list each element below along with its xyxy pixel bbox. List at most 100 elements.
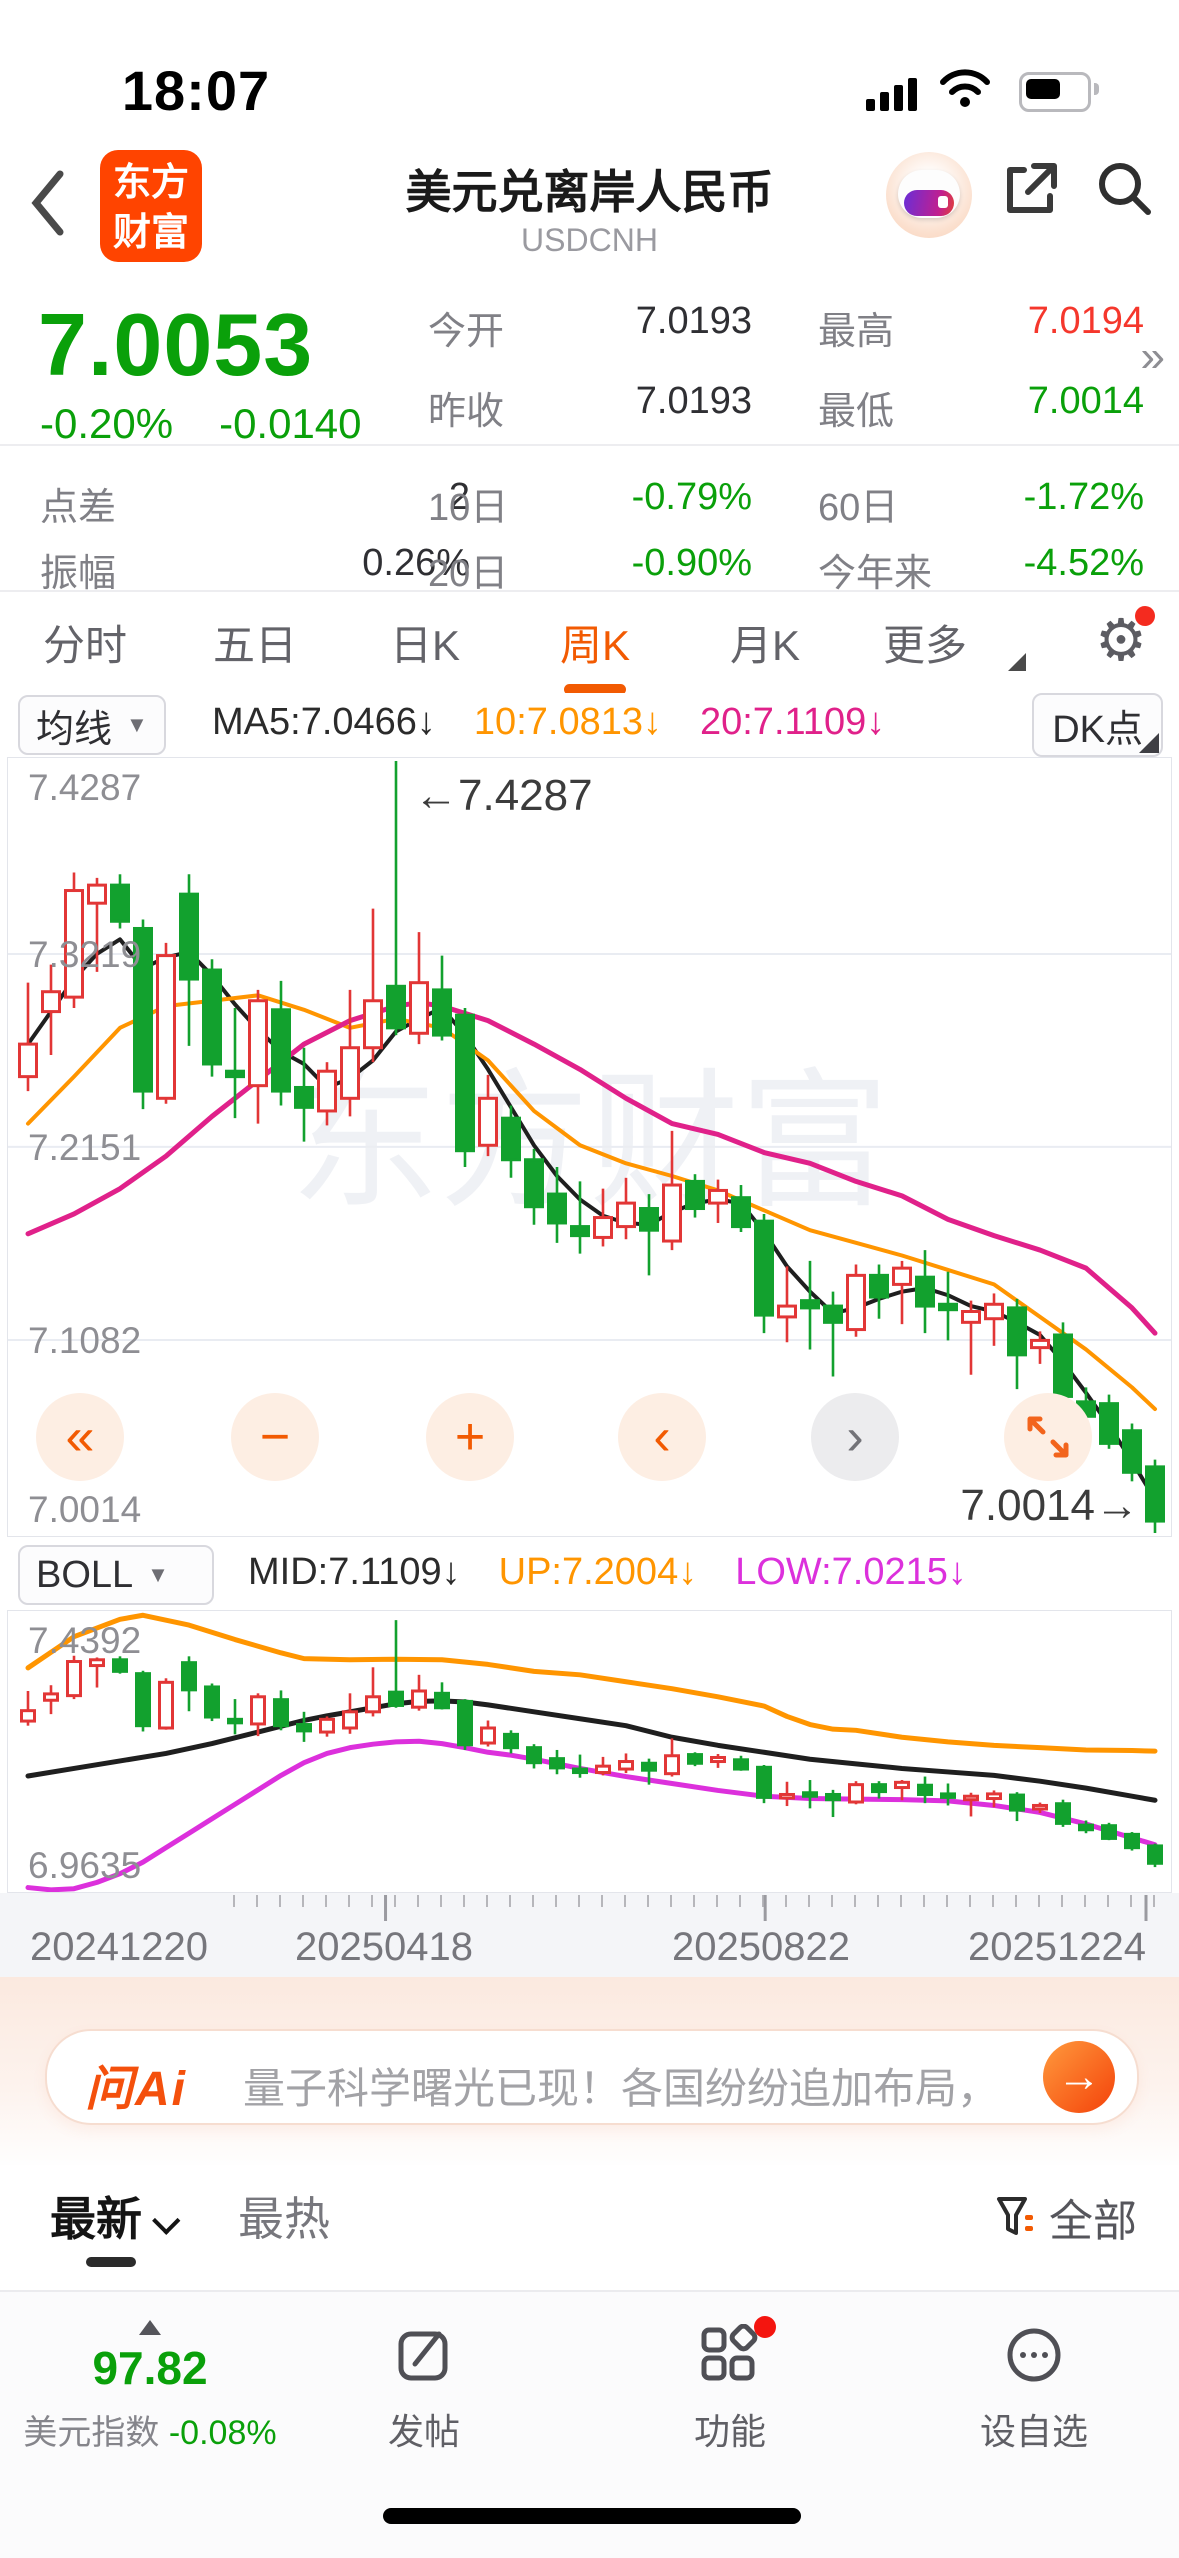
nav-item-add-watchlist[interactable]: 设自选 [934, 2324, 1134, 2455]
search-icon[interactable] [1094, 158, 1156, 225]
header: 东方 财富 美元兑离岸人民币 USDCNH [0, 130, 1179, 288]
nav-item-post[interactable]: 发帖 [324, 2324, 524, 2455]
notification-dot [1135, 606, 1155, 626]
chevron-down-icon: ▼ [147, 1562, 169, 1587]
tab-5day[interactable]: 五日 [212, 621, 297, 669]
divider [0, 590, 1179, 592]
page-title: 美元兑离岸人民币 [405, 166, 774, 218]
svg-text:6.9635: 6.9635 [28, 1845, 141, 1886]
ai-banner-text: 量子科学曙光已现！各国纷纷追加布局，… [243, 2065, 997, 2112]
change-absolute: -0.0140 [219, 400, 362, 447]
ma5-value: MA5:7.0466↓ [212, 701, 436, 743]
news-active-underline [86, 2257, 136, 2267]
svg-text:7.2151: 7.2151 [28, 1127, 141, 1168]
ai-assistant-avatar[interactable] [886, 152, 972, 238]
change-percent: -0.20% [40, 400, 174, 447]
clock: 18:07 [121, 59, 271, 122]
last-price: 7.0053 [38, 295, 314, 394]
fast-rewind-button[interactable]: « [36, 1393, 124, 1481]
tab-latest[interactable]: 最新 [50, 2183, 181, 2249]
main-kline-chart[interactable]: 东方财富 7.4287 7.3219 7.2151 7.1082 7.0014 ←7.428… [7, 757, 1172, 1537]
home-indicator[interactable] [383, 2508, 801, 2524]
x-axis: 20241220 20250418 20250822 20251224 [0, 1893, 1179, 1977]
axis-ticks [233, 1895, 1155, 1921]
svg-text:7.3219: 7.3219 [28, 934, 141, 975]
svg-text:←7.4287: ←7.4287 [414, 771, 593, 820]
back-button[interactable] [26, 168, 70, 243]
field-label: 今开 [428, 311, 505, 353]
dk-corner-triangle [1139, 733, 1159, 753]
boll-subchart[interactable]: 7.4392 6.9635 [7, 1610, 1172, 1893]
share-icon[interactable] [1000, 158, 1062, 225]
field-label: 最高 [818, 311, 895, 353]
candlestick-chart-svg: 东方财富 7.4287 7.3219 7.2151 7.1082 7.0014 ←7.428… [8, 761, 1171, 1533]
signal-icon [866, 78, 917, 111]
ai-arrow-button[interactable]: → [1043, 2041, 1115, 2113]
field-value: 7.0193 [635, 300, 752, 342]
svg-text:东方财富: 东方财富 [289, 1058, 889, 1226]
tab-fenshi[interactable]: 分时 [42, 621, 127, 669]
dk-point-button[interactable]: DK点 [1032, 693, 1163, 757]
symbol-code: USDCNH [521, 222, 658, 258]
filter-control[interactable]: 全部 [995, 2185, 1137, 2249]
more-corner-triangle [1008, 652, 1026, 671]
expand-arrows-icon [1027, 1416, 1069, 1458]
funnel-icon [997, 2197, 1033, 2235]
svg-text:7.0014: 7.0014 [28, 1489, 141, 1530]
boll-chart-svg: 7.4392 6.9635 [20, 1612, 1163, 1893]
ma20-value: 20:7.1109↓ [699, 701, 886, 743]
usd-index-label: 美元指数 [23, 2414, 160, 2452]
boll-up-value: UP:7.2004↓ [498, 1551, 698, 1593]
tab-more[interactable]: 更多 [850, 612, 1026, 673]
fullscreen-button[interactable] [1004, 1393, 1092, 1481]
pan-right-button[interactable]: › [811, 1393, 899, 1481]
divider [0, 444, 1179, 446]
x-label: 20251224 [968, 1925, 1146, 1969]
triangle-up-icon [139, 2320, 161, 2335]
news-tab-bar: 最新 最热 全部 [0, 2165, 1179, 2290]
svg-text:7.4392: 7.4392 [28, 1620, 141, 1661]
eastmoney-logo: 东方 财富 [100, 150, 202, 262]
zoom-in-button[interactable]: + [426, 1393, 514, 1481]
boll-mid-value: MID:7.1109↓ [248, 1551, 461, 1593]
compose-icon [393, 2324, 455, 2391]
field-value: 7.0193 [635, 380, 752, 422]
svg-text:7.1082: 7.1082 [28, 1320, 141, 1361]
usd-index-value: 97.82 [92, 2342, 208, 2394]
grid-icon [698, 2316, 776, 2391]
ma-indicator-bar: 均线 ▼ MA5:7.0466↓ 10:7.0813↓ 20:7.1109↓ DK… [0, 693, 1179, 757]
stats-panel: 点差 2 10日 -0.79% 60日 -1.72% 振幅 0.26% 20日 … [0, 446, 1179, 595]
tab-monthly-k[interactable]: 月K [729, 621, 800, 669]
boll-selector-dropdown[interactable]: BOLL ▼ [18, 1545, 214, 1605]
tab-hottest[interactable]: 最热 [238, 2193, 330, 2245]
filter-label: 全部 [1049, 2197, 1137, 2246]
ellipsis-circle-icon [1003, 2324, 1065, 2391]
period-tabs: 分时 五日 日K 周K 月K 更多 ⚙ [0, 592, 1179, 695]
nav-item-usd-index[interactable]: 97.82 美元指数 -0.08% [0, 2320, 300, 2454]
ai-banner-zone: 问Ai 量子科学曙光已现！各国纷纷追加布局，… → [0, 1977, 1179, 2165]
boll-low-value: LOW:7.0215↓ [735, 1551, 967, 1593]
x-label: 20250822 [672, 1925, 850, 1969]
active-tab-underline [564, 683, 626, 695]
expand-quote-chevron[interactable]: » [1140, 332, 1165, 381]
nav-item-functions[interactable]: 功能 [630, 2316, 830, 2455]
pan-left-button[interactable]: ‹ [618, 1393, 706, 1481]
usd-index-change: -0.08% [168, 2414, 277, 2452]
ma-selector-dropdown[interactable]: 均线 ▼ [18, 695, 166, 755]
svg-text:7.0014→: 7.0014→ [960, 1481, 1139, 1530]
price-change: -0.20% -0.0140 [40, 400, 408, 448]
x-label: 20250418 [295, 1925, 473, 1969]
svg-text:7.4287: 7.4287 [28, 767, 141, 808]
tab-weekly-k[interactable]: 周K [510, 612, 680, 695]
zoom-out-button[interactable]: − [231, 1393, 319, 1481]
tab-daily-k[interactable]: 日K [389, 621, 460, 669]
gear-icon[interactable]: ⚙ [1095, 606, 1155, 674]
field-value: 7.0014 [1027, 380, 1144, 422]
field-label: 最低 [818, 391, 895, 433]
notification-dot [754, 2316, 776, 2338]
x-label: 20241220 [30, 1925, 208, 1969]
ask-ai-banner[interactable]: 问Ai 量子科学曙光已现！各国纷纷追加布局，… → [45, 2029, 1139, 2125]
quote-panel: 7.0053 -0.20% -0.0140 今开 7.0193 最高 7.0194… [0, 288, 1179, 448]
boll-indicator-bar: BOLL ▼ MID:7.1109↓ UP:7.2004↓ LOW:7.0215↓ [0, 1543, 1179, 1607]
ma10-value: 10:7.0813↓ [473, 701, 662, 743]
